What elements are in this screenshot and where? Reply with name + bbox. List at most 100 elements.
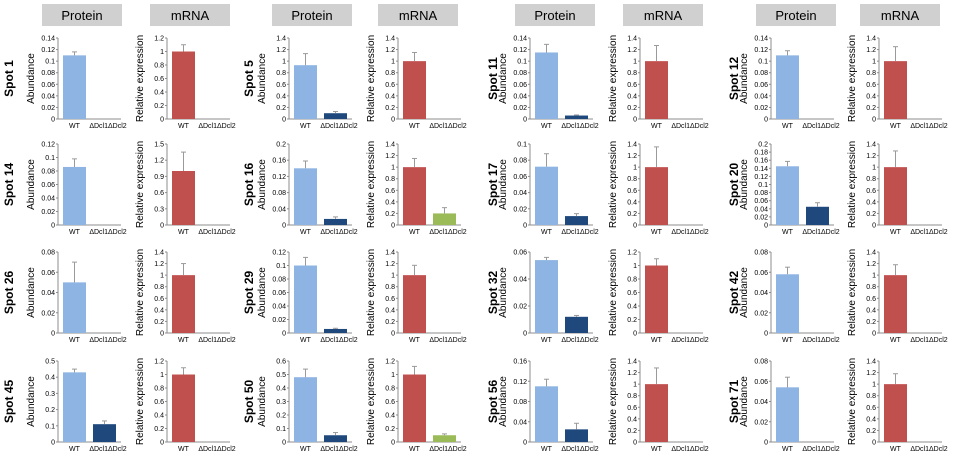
y-tick-label: 0.08	[41, 70, 55, 77]
spot-label: Spot 5	[242, 60, 256, 97]
y-tick-label: 0.8	[627, 70, 637, 77]
x-tick-label: ΔDcl1ΔDcl2	[89, 337, 126, 344]
y-tick-label: 1.2	[627, 153, 637, 160]
y-tick-label: 0.12	[272, 174, 286, 181]
y-tick-label: 0.1	[45, 423, 55, 430]
y-tick-label: 0.8	[627, 277, 637, 284]
bar-mutant	[565, 115, 588, 119]
bar-wt	[884, 61, 907, 119]
y-axis-label: Abundance	[498, 159, 509, 210]
y-tick-label: 0.4	[45, 375, 55, 382]
y-tick-label: 0	[282, 440, 286, 447]
y-tick-label: 0.02	[513, 105, 527, 112]
y-tick-label: 0.2	[154, 103, 164, 110]
x-tick-label: ΔDcl1ΔDcl2	[671, 229, 708, 236]
y-tick-label: 0.08	[272, 277, 286, 284]
y-tick-label: 0.6	[154, 190, 164, 197]
y-axis-label: Relative expression	[608, 35, 619, 122]
y-tick-label: 1	[633, 263, 637, 270]
y-axis-label: Abundance	[257, 376, 268, 427]
y-tick-label: 0.02	[41, 209, 55, 216]
x-tick-label: ΔDcl1ΔDcl2	[802, 229, 839, 236]
x-tick-label: ΔDcl1ΔDcl2	[671, 446, 708, 453]
y-tick-label: 0.2	[45, 407, 55, 414]
x-tick-label: WT	[409, 123, 421, 130]
y-tick-label: 0.08	[513, 70, 527, 77]
column-header-protein: Protein	[42, 4, 122, 26]
y-axis-label: Abundance	[739, 159, 750, 210]
y-tick-label: 1	[872, 59, 876, 66]
column-header-protein: Protein	[515, 4, 595, 26]
bar-wt	[884, 275, 907, 333]
y-axis-label: Abundance	[26, 159, 37, 210]
y-tick-label: 0	[160, 440, 164, 447]
column-header-protein: Protein	[756, 4, 836, 26]
bar-wt	[294, 65, 317, 119]
y-tick-label: 0.8	[154, 63, 164, 70]
bar-wt	[776, 387, 799, 442]
spot-label: Spot 26	[2, 271, 16, 315]
y-tick-label: 0.02	[754, 214, 768, 221]
y-tick-label: 0.8	[627, 176, 637, 183]
y-tick-label: 0	[160, 331, 164, 338]
y-tick-label: 0	[391, 440, 395, 447]
y-tick-label: 0.08	[41, 250, 55, 257]
y-tick-label: 1.4	[154, 250, 164, 257]
x-tick-label: WT	[69, 446, 81, 453]
y-axis-label: Relative expression	[366, 249, 377, 336]
spot-label: Spot 56	[486, 380, 500, 424]
x-tick-label: WT	[890, 229, 902, 236]
y-tick-label: 0.12	[754, 174, 768, 181]
y-tick-label: 0.18	[754, 150, 768, 157]
spot-label: Spot 29	[242, 271, 256, 315]
x-tick-label: WT	[651, 123, 663, 130]
y-tick-label: 0	[764, 223, 768, 230]
y-axis-label: Relative expression	[847, 358, 858, 445]
y-tick-label: 0.3	[154, 206, 164, 213]
y-tick-label: 0.2	[276, 142, 286, 149]
y-tick-label: 0	[391, 331, 395, 338]
y-tick-label: 0.16	[272, 158, 286, 165]
x-tick-label: ΔDcl1ΔDcl2	[910, 229, 947, 236]
spot-label: Spot 1	[2, 60, 16, 97]
x-tick-label: WT	[178, 123, 190, 130]
y-tick-label: 0.2	[385, 319, 395, 326]
bar-wt	[172, 51, 195, 119]
y-axis-label: Abundance	[498, 53, 509, 104]
y-tick-label: 0.2	[758, 142, 768, 149]
y-tick-label: 1.4	[385, 36, 395, 43]
y-tick-label: 0.08	[513, 399, 527, 406]
y-tick-label: 0.06	[41, 270, 55, 277]
column-header-mrna: mRNA	[860, 4, 940, 26]
x-tick-label: WT	[178, 337, 190, 344]
x-tick-label: ΔDcl1ΔDcl2	[561, 337, 598, 344]
x-tick-label: ΔDcl1ΔDcl2	[320, 337, 357, 344]
y-tick-label: 1.4	[385, 250, 395, 257]
y-tick-label: 0.04	[41, 196, 55, 203]
y-tick-label: 0	[51, 440, 55, 447]
y-tick-label: 0.08	[754, 70, 768, 77]
bar-mutant	[324, 218, 347, 225]
y-tick-label: 0.04	[513, 419, 527, 426]
y-tick-label: 1.4	[866, 250, 876, 257]
y-axis-label: Relative expression	[135, 249, 146, 336]
y-tick-label: 0.4	[385, 93, 395, 100]
y-tick-label: 0	[764, 117, 768, 124]
y-tick-label: 0.04	[754, 93, 768, 100]
bar-wt	[172, 171, 195, 225]
x-tick-label: ΔDcl1ΔDcl2	[198, 337, 235, 344]
y-tick-label: 0.8	[385, 176, 395, 183]
y-tick-label: 0.6	[154, 296, 164, 303]
y-tick-label: 0	[523, 223, 527, 230]
y-tick-label: 0	[282, 223, 286, 230]
y-tick-label: 0.6	[385, 188, 395, 195]
y-tick-label: 0.4	[154, 413, 164, 420]
y-tick-label: 0.06	[513, 250, 527, 257]
y-tick-label: 0.08	[513, 158, 527, 165]
bar-wt	[172, 374, 195, 442]
bar-wt	[403, 275, 426, 333]
bar-wt	[63, 282, 86, 333]
x-tick-label: ΔDcl1ΔDcl2	[671, 123, 708, 130]
y-tick-label: 0.14	[754, 36, 768, 43]
x-tick-label: WT	[651, 446, 663, 453]
